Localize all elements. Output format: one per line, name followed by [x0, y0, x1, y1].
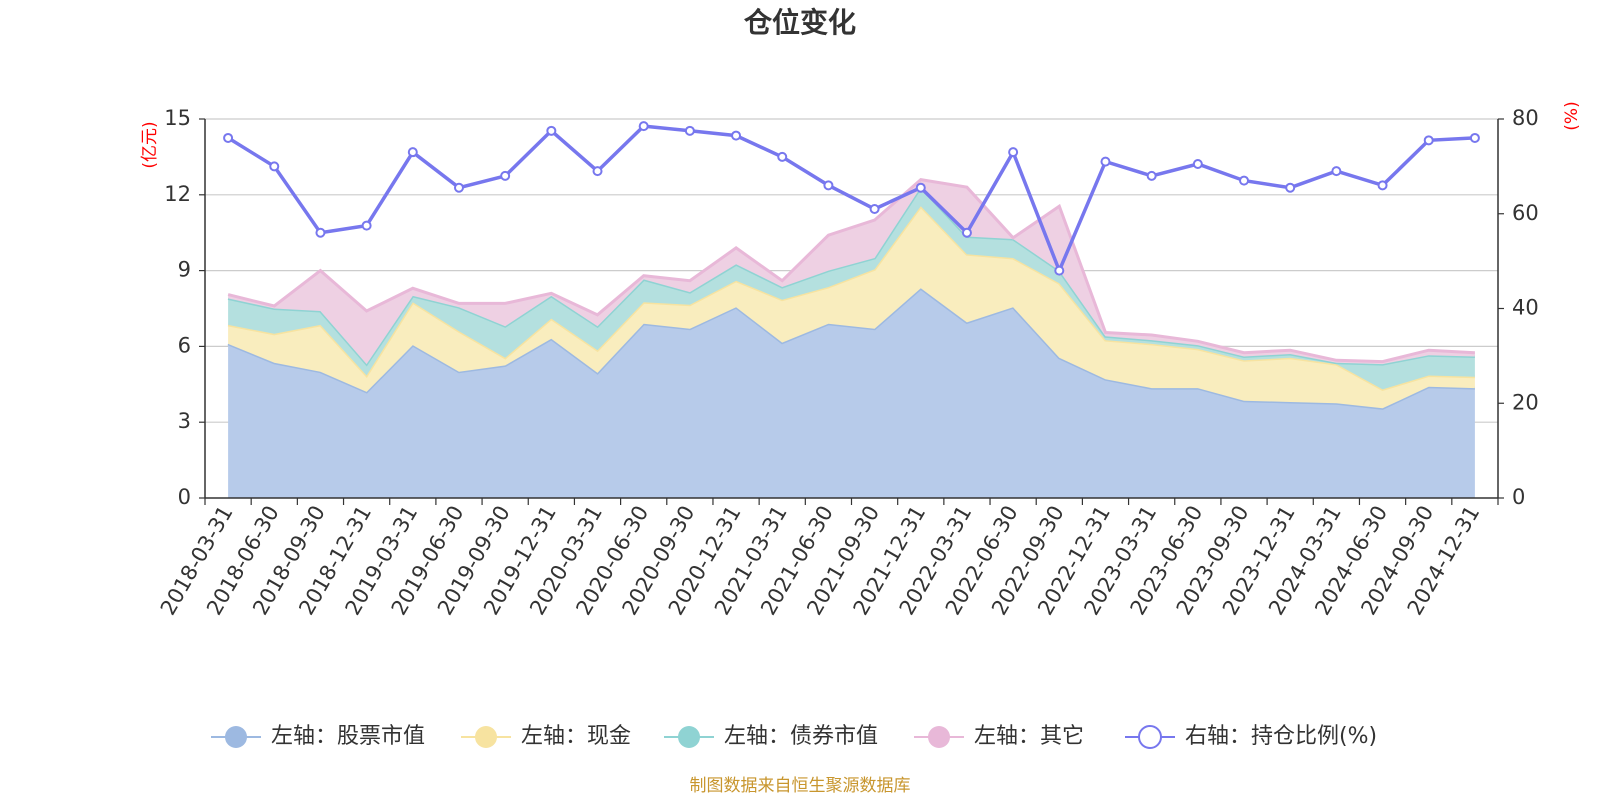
- legend-label: 左轴：债券市值: [724, 724, 878, 749]
- ratio-point: [684, 125, 695, 136]
- ratio-line: [227, 124, 1475, 276]
- area-4: [228, 179, 1475, 365]
- legend-marker: [225, 726, 247, 748]
- legend: 左轴：股票市值 左轴：现金 左轴：债券市值 左轴：其它 右轴：持仓比例(%): [211, 724, 1377, 749]
- ratio-point: [1146, 170, 1157, 181]
- ratio-point: [731, 130, 742, 141]
- area-3: [228, 187, 1475, 390]
- left-axis-unit: (亿元): [140, 121, 160, 168]
- ratio-point: [1192, 159, 1203, 170]
- legend-marker: [1138, 725, 1162, 749]
- ratio-point: [869, 204, 880, 215]
- left-tick-label: 0: [178, 485, 191, 509]
- legend-marker: [475, 726, 497, 748]
- ratio-point: [1377, 180, 1388, 191]
- legend-label: 左轴：股票市值: [271, 724, 425, 749]
- ratio-point: [546, 125, 557, 136]
- ratio-point: [500, 170, 511, 181]
- source-note: 制图数据来自恒生聚源数据库: [690, 776, 911, 796]
- ratio-point: [638, 121, 649, 132]
- right-tick-label: 20: [1512, 390, 1539, 414]
- right-tick-label: 0: [1512, 485, 1525, 509]
- ratio-point: [315, 227, 326, 238]
- ratio-point: [1239, 175, 1250, 186]
- legend-marker: [678, 726, 700, 748]
- ratio-point: [453, 182, 464, 193]
- right-tick-label: 60: [1512, 201, 1539, 225]
- holding-ratio-line: [223, 121, 1480, 276]
- ratio-point: [269, 161, 280, 172]
- left-tick-label: 12: [164, 182, 191, 206]
- left-tick-label: 15: [164, 106, 191, 130]
- ratio-point: [407, 147, 418, 158]
- right-tick-label: 40: [1512, 296, 1539, 320]
- left-tick-label: 9: [178, 258, 191, 282]
- ratio-point: [223, 132, 234, 143]
- area-edge-4: [227, 178, 1475, 364]
- ratio-point: [1100, 156, 1111, 167]
- ratio-point: [823, 180, 834, 191]
- ratio-point: [915, 182, 926, 193]
- stacked-areas: [227, 178, 1475, 498]
- ratio-point: [1008, 147, 1019, 158]
- ratio-point: [1054, 265, 1065, 276]
- right-tick-label: 80: [1512, 106, 1539, 130]
- ratio-point: [1423, 135, 1434, 146]
- ratio-point: [592, 166, 603, 177]
- ratio-point: [361, 220, 372, 231]
- area-1: [228, 288, 1475, 498]
- legend-label: 右轴：持仓比例(%): [1185, 724, 1377, 749]
- ratio-point: [1285, 182, 1296, 193]
- left-tick-label: 6: [178, 333, 191, 357]
- legend-label: 左轴：其它: [974, 724, 1084, 749]
- legend-label: 左轴：现金: [521, 724, 631, 749]
- ratio-point: [1469, 132, 1480, 143]
- ratio-point: [1331, 166, 1342, 177]
- chart-title: 仓位变化: [744, 6, 856, 39]
- ratio-point: [961, 227, 972, 238]
- ratio-point: [777, 151, 788, 162]
- legend-marker: [928, 726, 950, 748]
- right-axis-unit: (%): [1562, 101, 1582, 130]
- left-tick-label: 3: [178, 409, 191, 433]
- area-2: [228, 206, 1475, 409]
